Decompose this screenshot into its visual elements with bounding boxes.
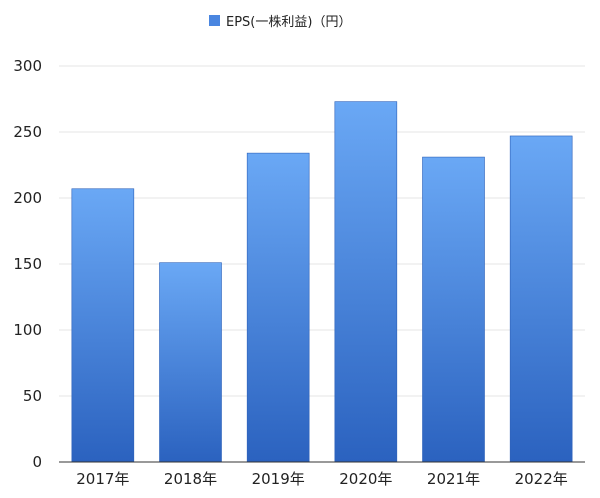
- bar: [159, 262, 222, 463]
- y-tick-label: 250: [13, 123, 42, 141]
- x-tick-label: 2019年: [252, 470, 305, 488]
- x-axis-ticks: 2017年 2018年 2019年 2020年 2021年 2022年: [76, 470, 568, 488]
- bar: [422, 156, 485, 463]
- bar: [334, 101, 398, 463]
- legend: EPS(一株利益)（円）: [209, 15, 351, 30]
- x-tick-label: 2018年: [164, 470, 217, 488]
- x-tick-label: 2022年: [515, 470, 568, 488]
- y-tick-label: 100: [13, 321, 42, 339]
- y-tick-label: 50: [23, 387, 42, 405]
- bar: [246, 152, 310, 463]
- y-tick-label: 150: [13, 255, 42, 273]
- legend-label: EPS(一株利益)（円）: [226, 15, 351, 30]
- bar: [509, 135, 573, 463]
- gridlines: [59, 65, 585, 397]
- x-tick-label: 2021年: [427, 470, 480, 488]
- y-tick-label: 300: [13, 57, 42, 75]
- bars: [71, 101, 573, 463]
- y-axis-ticks: 0 50 100 150 200 250 300: [13, 57, 42, 471]
- x-tick-label: 2020年: [339, 470, 392, 488]
- x-tick-label: 2017年: [76, 470, 129, 488]
- y-tick-label: 200: [13, 189, 42, 207]
- y-tick-label: 0: [32, 453, 42, 471]
- legend-swatch: [209, 15, 220, 26]
- bar: [71, 188, 135, 463]
